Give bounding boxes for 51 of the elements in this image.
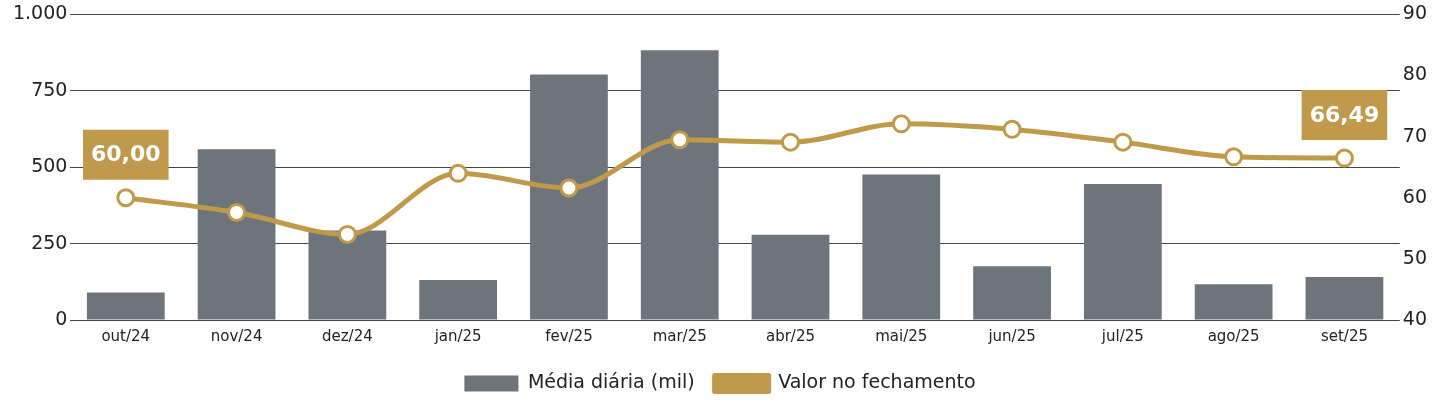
point — [448, 163, 468, 183]
bar — [751, 234, 830, 320]
point — [670, 130, 690, 150]
bar — [1083, 184, 1162, 320]
y2-tick-label: 60 — [1402, 184, 1428, 207]
bar — [308, 230, 387, 320]
x-tick-label: mai/25 — [875, 326, 928, 345]
bar — [1305, 276, 1384, 320]
point — [891, 114, 911, 134]
bar — [530, 74, 608, 320]
bar — [1194, 284, 1273, 320]
x-tick-label: jan/25 — [433, 326, 482, 345]
x-tick-label: jul/25 — [1100, 326, 1144, 345]
x-tick-label: out/24 — [101, 326, 151, 345]
bar — [862, 174, 941, 320]
x-tick-label: jun/25 — [987, 326, 1036, 345]
x-tick-label: ago/25 — [1207, 326, 1260, 345]
y-tick-label: 750 — [31, 77, 68, 100]
y-tick-label: 250 — [31, 230, 68, 253]
x-tick-label: abr/25 — [765, 326, 816, 345]
x-tick-label: nov/24 — [210, 326, 263, 345]
point — [1334, 148, 1354, 168]
data-label: 66,49 — [1309, 101, 1380, 127]
bar — [640, 50, 719, 320]
x-tick-label: fev/25 — [545, 326, 593, 345]
y2-tick-label: 70 — [1402, 123, 1428, 146]
point — [781, 132, 800, 152]
y2-tick-label: 80 — [1402, 62, 1428, 85]
x-tick-label: mar/25 — [652, 326, 707, 345]
bar — [86, 292, 165, 320]
point — [1113, 132, 1133, 152]
x-tick-label: dez/24 — [321, 326, 373, 345]
y-tick-label: 1.000 — [12, 1, 68, 24]
point — [559, 178, 579, 198]
point — [116, 188, 136, 208]
bar — [973, 266, 1051, 320]
x-tick-label: set/25 — [1320, 326, 1368, 345]
bar — [419, 279, 498, 320]
y-tick-label: 500 — [31, 154, 68, 177]
point — [1002, 119, 1022, 139]
y2-tick-label: 40 — [1402, 306, 1428, 329]
data-label: 60,00 — [90, 141, 161, 167]
bar — [197, 149, 276, 320]
point — [1224, 147, 1244, 167]
y-tick-label: 0 — [55, 306, 68, 329]
legend-label: Valor no fechamento — [778, 370, 976, 393]
point — [337, 224, 357, 244]
y2-tick-label: 90 — [1402, 1, 1428, 24]
y2-tick-label: 50 — [1402, 245, 1428, 268]
legend-label: Média diária (mil) — [527, 370, 695, 393]
point — [227, 202, 247, 222]
